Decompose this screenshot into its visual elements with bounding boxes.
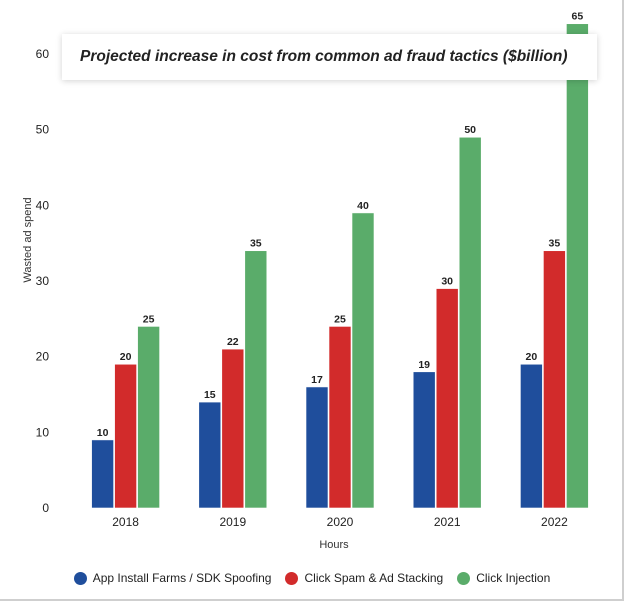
bar-2018-series-1: [91, 439, 114, 509]
y-tick-label: 20: [36, 350, 50, 364]
data-label: 15: [204, 389, 216, 401]
y-tick-label: 40: [36, 198, 50, 212]
bar-2022-series-2: [543, 250, 566, 509]
chart-legend: App Install Farms / SDK Spoofing Click Sp…: [0, 571, 624, 585]
y-tick-label: 50: [36, 123, 50, 137]
data-label: 22: [227, 336, 239, 348]
legend-label: App Install Farms / SDK Spoofing: [92, 571, 272, 585]
x-tick-label: 2022: [541, 515, 568, 529]
x-axis-ticks: 2018 2019 2020 2021 2022: [112, 515, 568, 529]
legend-item[interactable]: App Install Farms / SDK Spoofing: [73, 571, 272, 585]
data-label: 40: [357, 200, 369, 212]
legend-marker: [73, 571, 87, 585]
x-tick-label: 2020: [327, 515, 354, 529]
y-tick-label: 30: [36, 274, 50, 288]
y-axis-label: Wasted ad spend: [22, 197, 34, 282]
legend-label: Click Injection: [476, 571, 551, 585]
bar-2022-series-1: [520, 363, 543, 509]
data-label: 20: [526, 351, 538, 363]
bar-2021-series-1: [412, 371, 436, 509]
y-tick-label: 60: [36, 47, 50, 61]
bars: 10 20 25 15 22 35 17 25 40 19 30 50 20 35 65: [91, 11, 589, 509]
data-label: 10: [97, 427, 109, 439]
bar-2018-series-2: [114, 363, 137, 509]
data-label: 25: [143, 313, 155, 325]
bar-2020-series-2: [328, 326, 352, 509]
chart-title: Projected increase in cost from common a…: [80, 48, 568, 65]
bar-2019-series-3: [244, 250, 268, 509]
data-label: 35: [250, 238, 262, 250]
x-tick-label: 2021: [434, 515, 461, 529]
y-tick-label: 0: [42, 501, 49, 515]
bar-2019-series-1: [198, 401, 222, 509]
legend-item[interactable]: Click Spam & Ad Stacking: [285, 571, 443, 585]
x-tick-label: 2018: [112, 515, 139, 529]
data-label: 19: [418, 359, 430, 371]
y-tick-label: 10: [36, 425, 50, 439]
chart-title-box: Projected increase in cost from common a…: [62, 34, 597, 80]
bar-2020-series-3: [351, 212, 375, 509]
legend-marker: [285, 571, 299, 585]
legend-item[interactable]: Click Injection: [457, 571, 550, 585]
data-label: 65: [572, 11, 584, 23]
bar-2020-series-1: [305, 386, 329, 509]
bar-2022-series-3: [566, 23, 589, 509]
data-label: 17: [311, 374, 323, 386]
bar-2021-series-3: [458, 136, 482, 509]
bar-2019-series-2: [221, 348, 245, 509]
data-label: 25: [334, 313, 346, 325]
data-label: 20: [120, 351, 132, 363]
y-axis-ticks: 0 10 20 30 40 50 60: [36, 47, 50, 515]
legend-marker: [457, 571, 471, 585]
data-label: 50: [464, 124, 476, 136]
x-axis-label: Hours: [319, 539, 349, 551]
bar-2018-series-3: [137, 326, 160, 509]
data-label: 35: [549, 238, 561, 250]
data-label: 30: [441, 276, 453, 288]
legend-label: Click Spam & Ad Stacking: [304, 571, 444, 585]
x-tick-label: 2019: [219, 515, 246, 529]
bar-2021-series-2: [435, 288, 459, 509]
